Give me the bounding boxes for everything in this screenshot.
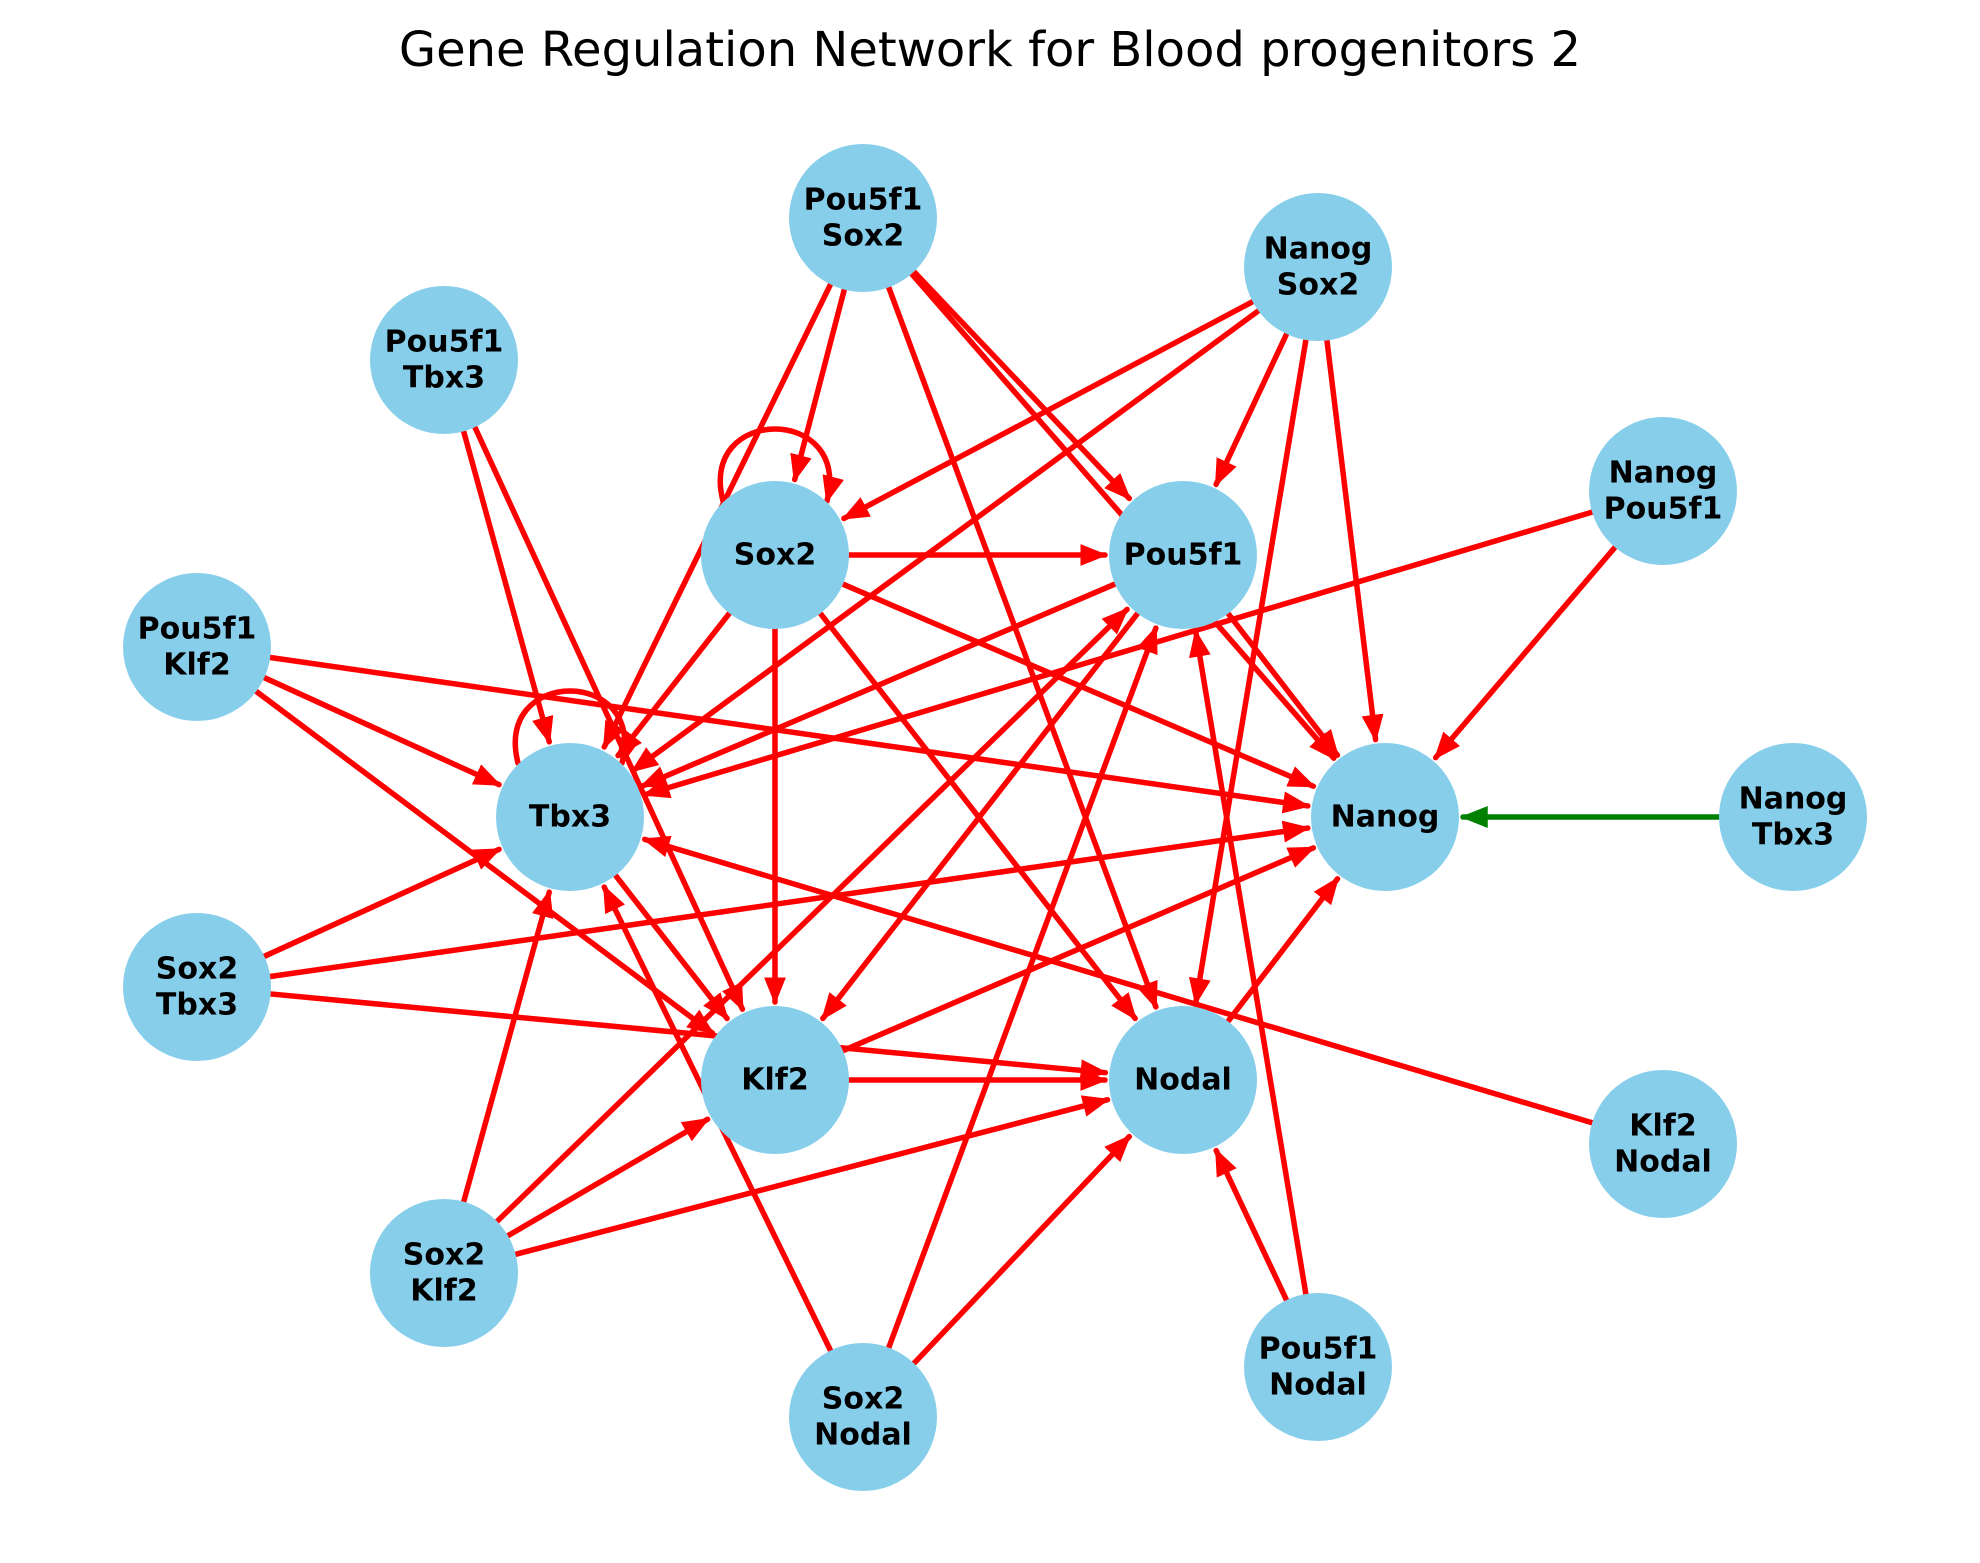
edge-klf2-nodal-to-tbx3 <box>641 835 1595 1126</box>
node-label: Sox2 <box>822 219 904 254</box>
node-circle <box>1719 743 1867 891</box>
edge-nanog-sox2-to-pou5f1 <box>1213 331 1290 488</box>
node-circle <box>701 481 849 629</box>
edge-nanog-sox2-to-tbx3 <box>630 308 1262 774</box>
edge-nanog-sox2-to-nanog <box>1324 337 1384 743</box>
node-nanog: Nanog <box>1311 743 1459 891</box>
node-label: Nanog <box>1331 800 1440 835</box>
node-circle <box>1109 481 1257 629</box>
node-label: Nanog <box>1739 782 1848 817</box>
node-label: Nodal <box>1134 1063 1232 1098</box>
diagram-title: Gene Regulation Network for Blood progen… <box>399 22 1581 78</box>
node-label: Pou5f1 <box>1259 1332 1378 1367</box>
node-label: Sox2 <box>822 1382 904 1417</box>
edge-sox2-klf2-to-nodal <box>512 1095 1111 1258</box>
node-label: Pou5f1 <box>138 612 257 647</box>
node-label: Nodal <box>1269 1368 1367 1403</box>
edge-tbx3-to-klf2 <box>612 872 730 1022</box>
edge-sox2-klf2-to-pou5f1 <box>494 606 1130 1225</box>
node-label: Pou5f1 <box>1124 538 1243 573</box>
node-circle <box>370 1199 518 1347</box>
node-circle <box>1589 417 1737 565</box>
node-circle <box>1244 1293 1392 1441</box>
edge-pou5f1-klf2-to-tbx3 <box>261 674 502 788</box>
node-label: Klf2 <box>1629 1109 1696 1144</box>
node-circle <box>1311 743 1459 891</box>
node-label: Sox2 <box>734 538 816 573</box>
edge-sox2-nodal-to-nodal <box>911 1133 1133 1367</box>
edge-nanog-pou5f1-to-nanog <box>1432 544 1618 761</box>
node-circle <box>789 144 937 292</box>
edge-pou5f1-to-tbx3 <box>638 581 1118 790</box>
node-tbx3: Tbx3 <box>496 743 644 891</box>
node-circle <box>370 286 518 434</box>
node-sox2: Sox2 <box>701 481 849 629</box>
edge-pou5f1-to-nanog <box>1225 610 1341 758</box>
node-label: Tbx3 <box>156 988 238 1023</box>
edge-pou5f1-sox2-to-sox2 <box>790 286 848 483</box>
node-nodal: Nodal <box>1109 1006 1257 1154</box>
node-label: Nodal <box>1614 1145 1712 1180</box>
node-circle <box>701 1006 849 1154</box>
edge-sox2-to-sox2 <box>717 426 844 504</box>
node-label: Tbx3 <box>1752 818 1834 853</box>
edge-pou5f1-nodal-to-pou5f1 <box>1189 629 1309 1297</box>
node-circle <box>789 1343 937 1491</box>
edge-pou5f1-tbx3-to-klf2 <box>472 424 746 1012</box>
node-circle <box>496 743 644 891</box>
node-label: Tbx3 <box>403 361 485 396</box>
edge-sox2-klf2-to-klf2 <box>505 1116 711 1239</box>
node-circle <box>123 573 271 721</box>
node-label: Nanog <box>1609 456 1718 491</box>
node-label: Sox2 <box>1277 268 1359 303</box>
node-label: Sox2 <box>403 1238 485 1273</box>
edge-nanog-pou5f1-to-tbx3 <box>641 509 1595 799</box>
node-label: Pou5f1 <box>804 183 923 218</box>
node-label: Klf2 <box>410 1274 477 1309</box>
edge-sox2-nodal-to-pou5f1 <box>886 625 1159 1351</box>
node-label: Sox2 <box>156 952 238 987</box>
edge-sox2-tbx3-to-tbx3 <box>261 846 502 960</box>
edge-pou5f1-sox2-to-pou5f1 <box>911 268 1133 502</box>
node-circle <box>1109 1006 1257 1154</box>
node-label: Nodal <box>814 1418 912 1453</box>
edge-pou5f1-nodal-to-nodal <box>1213 1147 1290 1303</box>
edge-nanog-sox2-to-sox2 <box>841 298 1256 522</box>
node-pou5f1: Pou5f1 <box>1109 481 1257 629</box>
node-label: Klf2 <box>163 648 230 683</box>
node-circle <box>1589 1070 1737 1218</box>
node-circle <box>123 913 271 1061</box>
edge-pou5f1-to-klf2 <box>820 610 1141 1022</box>
edge-pou5f1-klf2-to-nanog <box>267 654 1311 814</box>
node-label: Pou5f1 <box>385 325 504 360</box>
node-label: Pou5f1 <box>1604 492 1723 527</box>
edge-pou5f1-tbx3-to-tbx3 <box>460 428 554 745</box>
edge-sox2-to-tbx3 <box>615 610 733 759</box>
edge-nodal-to-nanog <box>1225 876 1341 1025</box>
edge-sox2-tbx3-to-nanog <box>267 820 1311 980</box>
node-circle <box>1244 193 1392 341</box>
edges-layer <box>253 268 1722 1367</box>
edge-nanog-sox2-to-nodal <box>1188 337 1309 1006</box>
node-label: Klf2 <box>741 1063 808 1098</box>
node-klf2: Klf2 <box>701 1006 849 1154</box>
edge-sox2-klf2-to-tbx3 <box>460 889 554 1205</box>
edge-pou5f1-klf2-to-klf2 <box>253 688 716 1036</box>
edge-pou5f1-sox2-to-nodal <box>886 284 1159 1010</box>
node-label: Tbx3 <box>529 800 611 835</box>
node-label: Nanog <box>1264 232 1373 267</box>
